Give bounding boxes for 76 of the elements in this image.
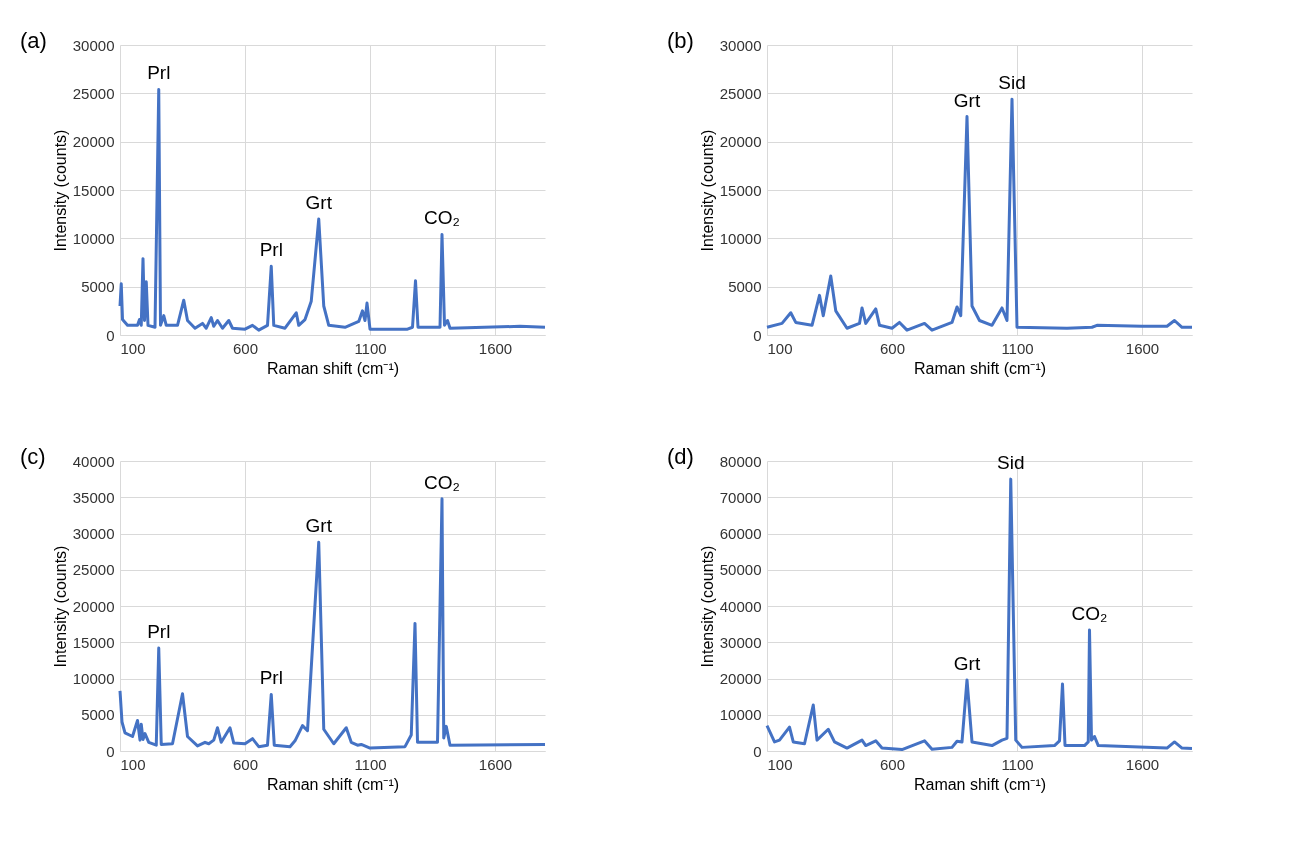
annotation: Sid bbox=[997, 452, 1025, 474]
y-tick-label: 5000 bbox=[81, 278, 115, 296]
y-tick-label: 50000 bbox=[719, 561, 762, 579]
y-axis-title: Intensity (counts) bbox=[51, 129, 69, 252]
y-tick-label: 30000 bbox=[719, 36, 762, 54]
line-series bbox=[765, 477, 1194, 752]
y-tick-label: 10000 bbox=[72, 670, 115, 687]
x-tick-label: 1600 bbox=[1125, 339, 1160, 357]
x-tick-label: 1100 bbox=[1001, 339, 1034, 357]
annotation: Sid bbox=[998, 72, 1026, 94]
x-tick-label: 600 bbox=[879, 339, 906, 357]
y-tick-label: 10000 bbox=[719, 229, 762, 247]
y-tick-label: 15000 bbox=[719, 181, 762, 199]
y-tick-label: 10000 bbox=[72, 229, 115, 247]
y-tick-label: 5000 bbox=[728, 278, 762, 296]
line-series bbox=[118, 87, 547, 332]
y-tick-label: 35000 bbox=[72, 488, 115, 506]
x-axis-title: Raman shift (cm⁻¹) bbox=[913, 775, 1047, 793]
x-tick-label: 1600 bbox=[1125, 755, 1160, 773]
y-tick-label: 30000 bbox=[72, 525, 115, 542]
y-tick-label: 30000 bbox=[72, 36, 115, 54]
x-tick-label: 1100 bbox=[354, 755, 387, 773]
annotation: Grt bbox=[953, 652, 981, 674]
y-tick-label: 40000 bbox=[72, 452, 115, 470]
annotation: CO₂ bbox=[1071, 602, 1108, 624]
y-tick-label: 0 bbox=[106, 742, 115, 760]
y-tick-label: 25000 bbox=[72, 561, 115, 579]
y-tick-label: 20000 bbox=[719, 133, 762, 151]
annotation: Prl bbox=[147, 621, 171, 643]
annotation: Grt bbox=[305, 515, 333, 537]
x-tick-label: 1600 bbox=[478, 339, 513, 357]
annotation: CO₂ bbox=[424, 207, 460, 229]
x-tick-label: 100 bbox=[120, 339, 146, 357]
y-tick-label: 25000 bbox=[72, 84, 115, 102]
x-axis-title: Raman shift (cm⁻¹) bbox=[266, 359, 400, 377]
y-tick-label: 20000 bbox=[72, 597, 115, 615]
x-tick-label: 100 bbox=[767, 755, 793, 773]
y-tick-label: 30000 bbox=[719, 633, 762, 651]
y-tick-label: 15000 bbox=[72, 633, 115, 651]
y-tick-label: 5000 bbox=[81, 706, 115, 724]
y-tick-label: 40000 bbox=[719, 597, 762, 615]
annotation: CO₂ bbox=[424, 471, 460, 493]
y-tick-label: 10000 bbox=[719, 706, 762, 724]
x-axis-title: Raman shift (cm⁻¹) bbox=[913, 359, 1047, 377]
y-tick-label: 70000 bbox=[719, 488, 762, 506]
x-tick-label: 100 bbox=[120, 755, 146, 773]
x-tick-label: 1100 bbox=[354, 339, 387, 357]
x-tick-label: 600 bbox=[879, 755, 906, 773]
y-tick-label: 15000 bbox=[72, 181, 115, 199]
annotation: Grt bbox=[953, 89, 981, 111]
x-tick-label: 600 bbox=[232, 755, 259, 773]
x-tick-label: 1100 bbox=[1001, 755, 1034, 773]
text: (b) bbox=[667, 28, 694, 53]
y-tick-label: 0 bbox=[106, 326, 115, 344]
text: (a) bbox=[20, 28, 47, 53]
y-axis-title: Intensity (counts) bbox=[698, 129, 716, 252]
y-tick-label: 0 bbox=[753, 742, 762, 760]
y-tick-label: 0 bbox=[753, 326, 762, 344]
y-tick-label: 80000 bbox=[719, 452, 762, 470]
annotation: Prl bbox=[259, 667, 283, 689]
y-axis-title: Intensity (counts) bbox=[51, 545, 69, 668]
x-tick-label: 100 bbox=[767, 339, 793, 357]
x-tick-label: 600 bbox=[232, 339, 259, 357]
annotation: Grt bbox=[305, 192, 333, 213]
annotation: Prl bbox=[147, 62, 171, 84]
line-series bbox=[118, 497, 547, 750]
y-tick-label: 25000 bbox=[719, 84, 762, 102]
x-axis-title: Raman shift (cm⁻¹) bbox=[266, 775, 400, 793]
text: (d) bbox=[667, 444, 694, 469]
y-tick-label: 60000 bbox=[719, 525, 762, 542]
annotation: Prl bbox=[259, 239, 283, 261]
y-tick-label: 20000 bbox=[72, 133, 115, 151]
text: (c) bbox=[20, 444, 46, 469]
x-tick-label: 1600 bbox=[478, 755, 513, 773]
y-tick-label: 20000 bbox=[719, 670, 762, 687]
y-axis-title: Intensity (counts) bbox=[698, 545, 716, 668]
